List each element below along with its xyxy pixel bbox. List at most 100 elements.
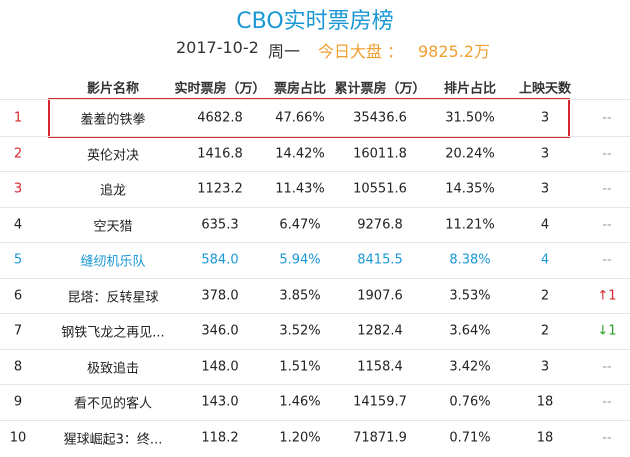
column-header: 上映天数 [518,81,572,97]
column-header: 实时票房（万） [174,81,266,97]
cell-value: 635.3 [201,217,239,232]
movie-name: 看不见的客人 [73,396,153,412]
total-value: 9825.2万 [418,42,490,61]
cell-value: 4 [540,252,550,268]
rank: 8 [13,359,23,374]
trend: ↑1 [597,288,617,303]
movie-name: 羞羞的铁拳 [80,112,146,128]
separator [0,242,630,243]
trend: -- [602,359,612,374]
cell-value: 31.50% [445,110,495,126]
cell-value: 0.71% [449,430,491,445]
cell-value: 6.47% [279,217,321,232]
cell-value: 584.0 [201,252,239,268]
cell-value: 10551.6 [353,181,407,197]
cell-value: 2 [540,288,550,303]
cell-value: 8415.5 [357,252,403,268]
cell-value: 11.43% [275,181,325,197]
cell-value: 1123.2 [197,181,243,197]
cell-value: 1158.4 [357,359,403,374]
cell-value: 1.46% [279,394,321,410]
cell-value: 11.21% [445,217,495,232]
cell-value: 3 [540,359,550,374]
rank: 6 [13,288,23,303]
trend: -- [602,394,612,410]
movie-name: 英伦对决 [86,148,140,163]
total-label: 今日大盘 ： [318,42,404,61]
movie-name: 极致追击 [86,361,140,376]
cell-value: 3.52% [279,323,321,339]
cell-value: 71871.9 [353,430,407,445]
cell-value: 47.66% [275,110,325,126]
cell-value: 3 [540,110,550,126]
rank: 1 [13,110,23,126]
cell-value: 346.0 [201,323,239,339]
rank: 4 [13,217,23,232]
trend: -- [602,181,612,197]
cell-value: 4682.8 [197,110,243,126]
movie-name: 钢铁飞龙之再见... [61,325,165,341]
separator [0,206,630,208]
cell-value: 143.0 [201,394,239,410]
trend: -- [602,252,612,268]
cell-value: 14.35% [445,181,495,197]
movie-name: 追龙 [99,183,127,199]
rank: 3 [13,181,23,197]
cell-value: 8.38% [449,252,491,268]
cell-value: 3.64% [449,323,491,339]
cell-value: 1.20% [279,430,321,445]
separator [0,419,630,421]
column-header: 影片名称 [86,81,140,97]
weekday: 周一 [268,42,301,61]
column-header: 票房占比 [273,81,327,97]
cell-value: 148.0 [201,359,239,374]
cell-value: 18 [536,430,554,445]
movie-name: 猩球崛起3：终... [63,432,163,447]
cell-value: 1907.6 [357,288,403,303]
separator [0,171,630,172]
column-header: 排片占比 [443,81,497,97]
rank: 7 [13,323,23,339]
cell-value: 3 [540,181,550,197]
cell-value: 378.0 [201,288,239,303]
cell-value: 18 [536,394,554,410]
trend: -- [602,110,612,126]
cell-value: 118.2 [201,430,239,445]
rank: 10 [9,430,27,445]
cell-value: 3.53% [449,288,491,303]
cell-value: 1282.4 [357,323,403,339]
trend: ↓1 [597,323,617,339]
cell-value: 3.85% [279,288,321,303]
separator [0,384,630,385]
date: 2017-10-2 [176,38,259,57]
trend: -- [602,430,612,445]
cell-value: 14.42% [275,146,325,161]
movie-name: 缝纫机乐队 [80,254,146,270]
rank: 9 [13,394,23,410]
trend: -- [602,217,612,232]
movie-name: 空天猎 [93,219,133,234]
separator [0,135,630,137]
cell-value: 1416.8 [197,146,243,161]
cell-value: 0.76% [449,394,491,410]
cell-value: 5.94% [279,252,321,268]
cell-value: 3 [540,146,550,161]
cell-value: 9276.8 [357,217,403,232]
rank: 5 [13,252,23,268]
separator [0,99,630,100]
cell-value: 3.42% [449,359,491,374]
cell-value: 4 [540,217,550,232]
title: CBO实时票房榜 [236,9,394,34]
separator [0,348,630,350]
cell-value: 35436.6 [353,110,407,126]
cell-value: 2 [540,323,550,339]
cell-value: 16011.8 [353,146,407,161]
cell-value: 1.51% [279,359,321,374]
trend: -- [602,146,612,161]
rank: 2 [13,146,23,161]
cell-value: 14159.7 [353,394,407,410]
column-header: 累计票房（万） [334,81,426,97]
separator [0,277,630,279]
separator [0,313,630,314]
